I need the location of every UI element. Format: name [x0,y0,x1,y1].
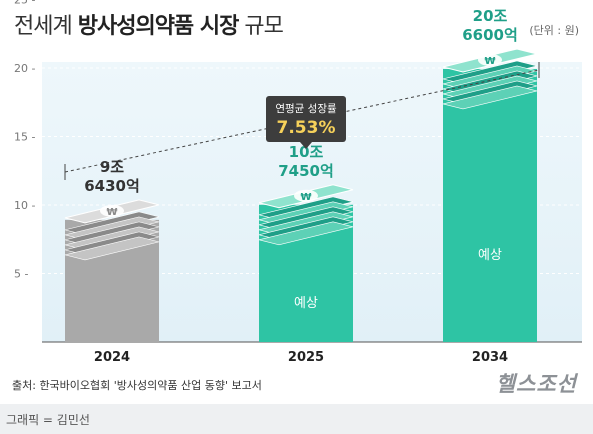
svg-text:₩: ₩ [106,207,117,218]
x-tick-label: 2034 [472,350,508,365]
title-suffix: 규모 [244,14,283,39]
unit-label: (단위 : 원) [529,24,579,37]
svg-text:₩: ₩ [300,192,311,203]
page-title: 전세계 방사성의약품 시장 규모 [14,8,284,40]
bar-body [443,68,537,342]
source-note: 출처: 한국바이오협회 '방사성의약품 산업 동향' 보고서 [12,379,262,392]
x-tick-label: 2024 [94,350,130,365]
svg-text:₩: ₩ [484,56,495,67]
value-label: 6430억 [84,177,140,195]
y-tick-label: 20 - [14,62,35,75]
title-normal: 전세계 [14,14,73,39]
money-stack-icon: ₩ [64,199,160,261]
chart: 30 -25 -20 -15 -10 -5 - ₩9조6430억2024₩예상1… [14,0,582,365]
y-tick-label: 15 - [14,131,35,144]
cagr-value: 7.53% [277,118,336,138]
y-tick-label: 25 - [14,0,35,7]
value-label: 9조 [100,158,124,176]
value-label: 10조 [289,143,324,161]
cagr-label: 연평균 성장률 [275,103,337,115]
brand-logo: 헬스조선 [495,372,577,396]
money-stack-icon: ₩ [258,184,354,246]
forecast-label: 예상 [478,248,502,263]
value-label: 6600억 [462,26,518,44]
x-tick-label: 2025 [288,350,324,365]
cagr-box: 연평균 성장률 7.53% [266,96,346,149]
title-bold: 방사성의약품 시장 [77,14,240,39]
money-stack-icon: ₩ [442,48,538,110]
footer-bar: 그래픽 = 김민선 [0,404,593,434]
value-label: 7450억 [278,162,334,180]
forecast-label: 예상 [294,296,318,311]
y-tick-label: 5 - [14,268,28,281]
value-label: 20조 [473,7,508,25]
graphic-credit: 그래픽 = 김민선 [6,413,90,427]
y-tick-label: 10 - [14,199,35,212]
